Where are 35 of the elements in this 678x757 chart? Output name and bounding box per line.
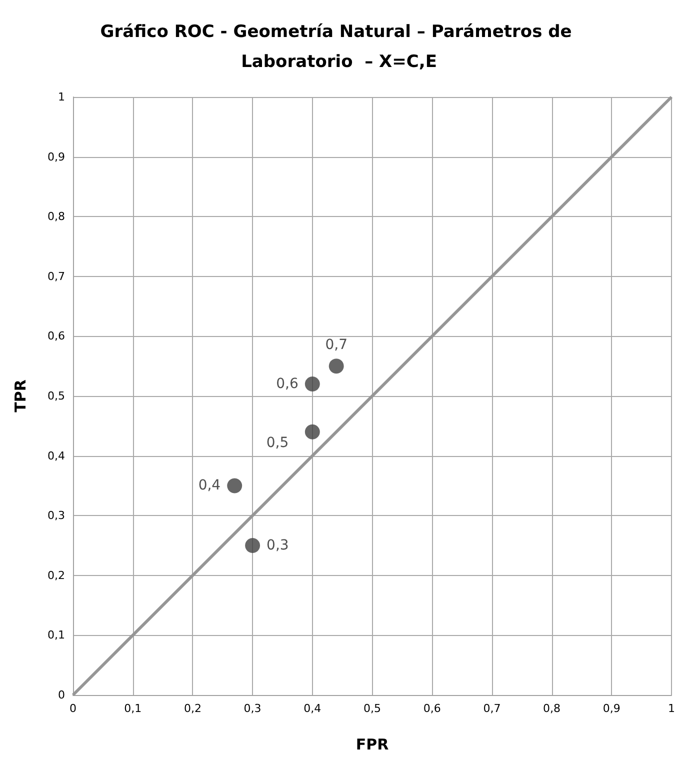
y-tick-label: 0,2 [48,568,65,582]
point [304,376,320,392]
x-tick-label: 1 [668,702,675,715]
y-tick-label: 0,7 [48,270,65,283]
x-tick-label: 0 [70,702,76,715]
x-tick-label: 0,5 [364,702,381,715]
y-tick-label: 0 [58,688,65,702]
annotation: 0,5 [266,434,289,451]
y-axis-title: TPR [12,379,30,412]
point [328,358,344,374]
annotation: 0,6 [276,376,298,392]
annotation: 0,4 [198,478,221,494]
annotation: 0,3 [266,538,289,554]
point [245,538,260,553]
y-tick-label: 0,1 [48,628,65,642]
x-tick-label: 0,8 [543,702,561,715]
x-tick-label: 0,1 [124,702,142,715]
y-tick-label: 0,5 [48,390,65,402]
x-tick-label: 0,3 [244,702,262,715]
point [304,424,320,440]
point [227,478,242,494]
y-tick-label: 0,9 [48,150,65,164]
x-tick-label: 0,6 [423,702,441,715]
y-tick-label: 0,3 [48,509,65,522]
x-tick-label: 0,7 [483,702,501,715]
x-tick-label: 0,4 [304,702,322,715]
x-tick-label: 0,9 [602,702,620,715]
x-axis-title: FPR [356,736,390,754]
x-tick-label: 0,2 [184,702,202,715]
y-tick-label: 0,6 [48,330,65,343]
y-tick-label: 0,4 [48,449,65,462]
annotation: 0,7 [325,337,348,354]
chart-title: Gráfico ROC - Geometría Natural – Parámetros de Laboratorio – X=C,E [100,22,578,72]
y-tick-label: 0,8 [48,210,65,224]
y-tick-label: 1 [58,90,65,104]
